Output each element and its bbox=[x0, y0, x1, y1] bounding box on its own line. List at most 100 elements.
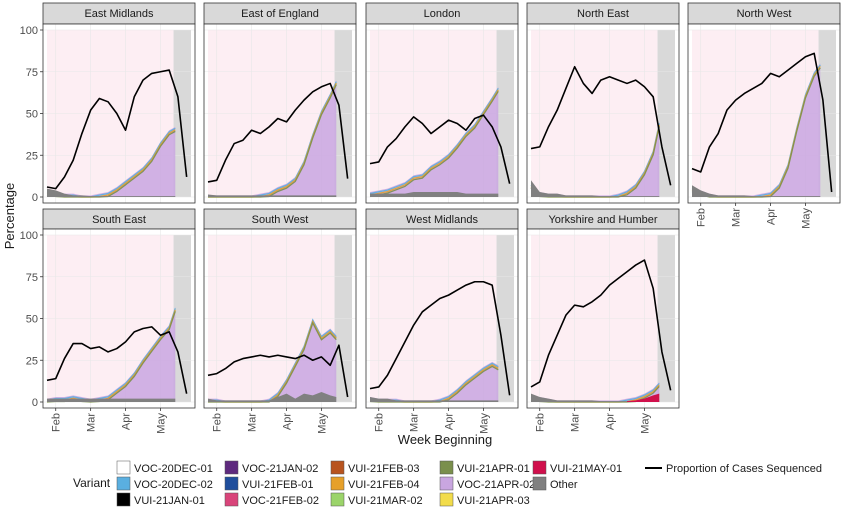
legend-swatch bbox=[532, 460, 547, 475]
y-axis-title: Percentage bbox=[2, 183, 17, 250]
x-tick-label: Apr bbox=[121, 413, 133, 430]
x-tick-label: Apr bbox=[605, 413, 617, 430]
legend-swatch bbox=[439, 492, 454, 507]
panel-title: South East bbox=[92, 214, 146, 226]
panel: East of England bbox=[203, 2, 357, 204]
x-tick-label: Mar bbox=[731, 208, 743, 227]
variant-area-voc-21apr-02 bbox=[208, 318, 337, 402]
variant-area-voc-21apr-02 bbox=[47, 126, 176, 197]
x-tick-label: Feb bbox=[696, 208, 708, 227]
x-tick-label: Mar bbox=[86, 413, 98, 432]
legend-item: VUI-21FEB-03 bbox=[330, 460, 420, 475]
legend-swatch bbox=[330, 460, 345, 475]
legend-item: VUI-21MAY-01 bbox=[532, 460, 622, 475]
panel-title: West Midlands bbox=[406, 214, 478, 226]
proportion-sequenced-line bbox=[530, 65, 672, 186]
x-tick-label: Apr bbox=[766, 208, 778, 225]
proportion-sequenced-line bbox=[46, 69, 188, 190]
legend-swatch bbox=[439, 460, 454, 475]
x-tick-label: Feb bbox=[212, 413, 224, 432]
x-tick-label: Mar bbox=[247, 413, 259, 432]
x-axis-title: Week Beginning bbox=[398, 432, 492, 447]
legend-title: Variant bbox=[73, 476, 111, 490]
panel: North West Feb Mar Apr May bbox=[687, 2, 841, 229]
legend-item: VOC-20DEC-02 bbox=[116, 476, 213, 491]
variant-area-other bbox=[692, 185, 821, 197]
variant-area-voc-21apr-02 bbox=[370, 361, 499, 402]
variant-band-vui-21apr-01 bbox=[369, 90, 499, 198]
panel-border bbox=[203, 23, 357, 204]
legend-swatch bbox=[439, 476, 454, 491]
panel-border bbox=[526, 23, 680, 204]
variant-band-voc-20dec-02 bbox=[369, 87, 499, 195]
proportion-sequenced-line bbox=[530, 259, 672, 391]
x-tick-label: Feb bbox=[535, 413, 547, 432]
legend-item: Other bbox=[532, 476, 578, 491]
legend-item: VOC-21FEB-02 bbox=[224, 492, 319, 507]
legend-label: VOC-20DEC-01 bbox=[134, 463, 213, 475]
proportion-sequenced-line bbox=[369, 280, 511, 396]
panel: London bbox=[365, 2, 519, 204]
legend-item: VOC-21JAN-02 bbox=[224, 460, 318, 475]
legend-item: VUI-21FEB-04 bbox=[330, 476, 420, 491]
legend-label: VUI-21MAY-01 bbox=[550, 463, 622, 475]
legend-label: Other bbox=[550, 479, 578, 491]
variant-area-other bbox=[531, 180, 660, 197]
legend-label: VUI-21APR-03 bbox=[457, 495, 530, 507]
variant-band-vui-21feb-04 bbox=[369, 89, 499, 196]
proportion-sequenced-line bbox=[691, 52, 833, 193]
legend-item: VUI-21MAR-02 bbox=[330, 492, 423, 507]
panel: North East bbox=[526, 2, 680, 204]
panel-title: East Midlands bbox=[84, 8, 154, 20]
panel-title: Yorkshire and Humber bbox=[548, 214, 657, 226]
legend-swatch bbox=[330, 476, 345, 491]
y-tick-label: 75 bbox=[26, 67, 38, 79]
x-tick-label: Mar bbox=[570, 413, 582, 432]
panel: Yorkshire and Humber Feb Mar Apr May bbox=[526, 208, 680, 434]
panel-border bbox=[687, 23, 841, 204]
panels-layer: East Midlands 0 25 50 75 100 East of England Lo… bbox=[20, 2, 841, 434]
panel-title: North East bbox=[577, 8, 629, 20]
legend-swatch bbox=[224, 476, 239, 491]
y-tick-label: 100 bbox=[20, 25, 38, 37]
legend-item-line: Proportion of Cases Sequenced bbox=[645, 463, 822, 475]
y-tick-label: 100 bbox=[20, 230, 38, 242]
variant-area-voc-21apr-02 bbox=[370, 86, 499, 197]
panel-border bbox=[203, 228, 357, 409]
variant-area-vui-21may-01 bbox=[627, 393, 660, 402]
variant-area-other bbox=[370, 191, 499, 197]
panel-title: London bbox=[424, 8, 461, 20]
legend-swatch bbox=[116, 476, 131, 491]
variant-area-voc-21apr-02 bbox=[208, 80, 337, 197]
y-tick-label: 25 bbox=[26, 150, 38, 162]
variant-area-other bbox=[47, 398, 176, 402]
x-tick-label: Mar bbox=[409, 413, 421, 432]
legend-swatch bbox=[224, 460, 239, 475]
legend-label: VOC-21FEB-02 bbox=[242, 495, 319, 507]
legend-label: VUI-21FEB-04 bbox=[348, 479, 420, 491]
y-tick-label: 0 bbox=[32, 397, 38, 409]
panel-border bbox=[526, 228, 680, 409]
variant-area-other bbox=[208, 194, 337, 197]
y-tick-label: 75 bbox=[26, 272, 38, 284]
proportion-sequenced-line bbox=[46, 326, 188, 394]
panel-title: East of England bbox=[241, 8, 319, 20]
proportion-sequenced-line bbox=[207, 82, 349, 183]
y-tick-label: 50 bbox=[26, 314, 38, 326]
legend-swatch bbox=[330, 492, 345, 507]
legend-item: VUI-21JAN-01 bbox=[116, 492, 205, 507]
x-tick-label: May bbox=[639, 413, 651, 434]
legend-swatch bbox=[532, 476, 547, 491]
y-tick-label: 0 bbox=[32, 192, 38, 204]
proportion-sequenced-line bbox=[369, 114, 511, 184]
legend-item: VOC-20DEC-01 bbox=[116, 460, 213, 475]
legend-item: VUI-21FEB-01 bbox=[224, 476, 314, 491]
x-tick-label: Feb bbox=[51, 413, 63, 432]
x-tick-label: May bbox=[155, 413, 167, 434]
x-tick-label: Apr bbox=[444, 413, 456, 430]
variant-area-other bbox=[370, 396, 499, 402]
y-tick-label: 25 bbox=[26, 355, 38, 367]
x-tick-label: May bbox=[800, 208, 812, 229]
legend-item: VUI-21APR-03 bbox=[439, 492, 530, 507]
